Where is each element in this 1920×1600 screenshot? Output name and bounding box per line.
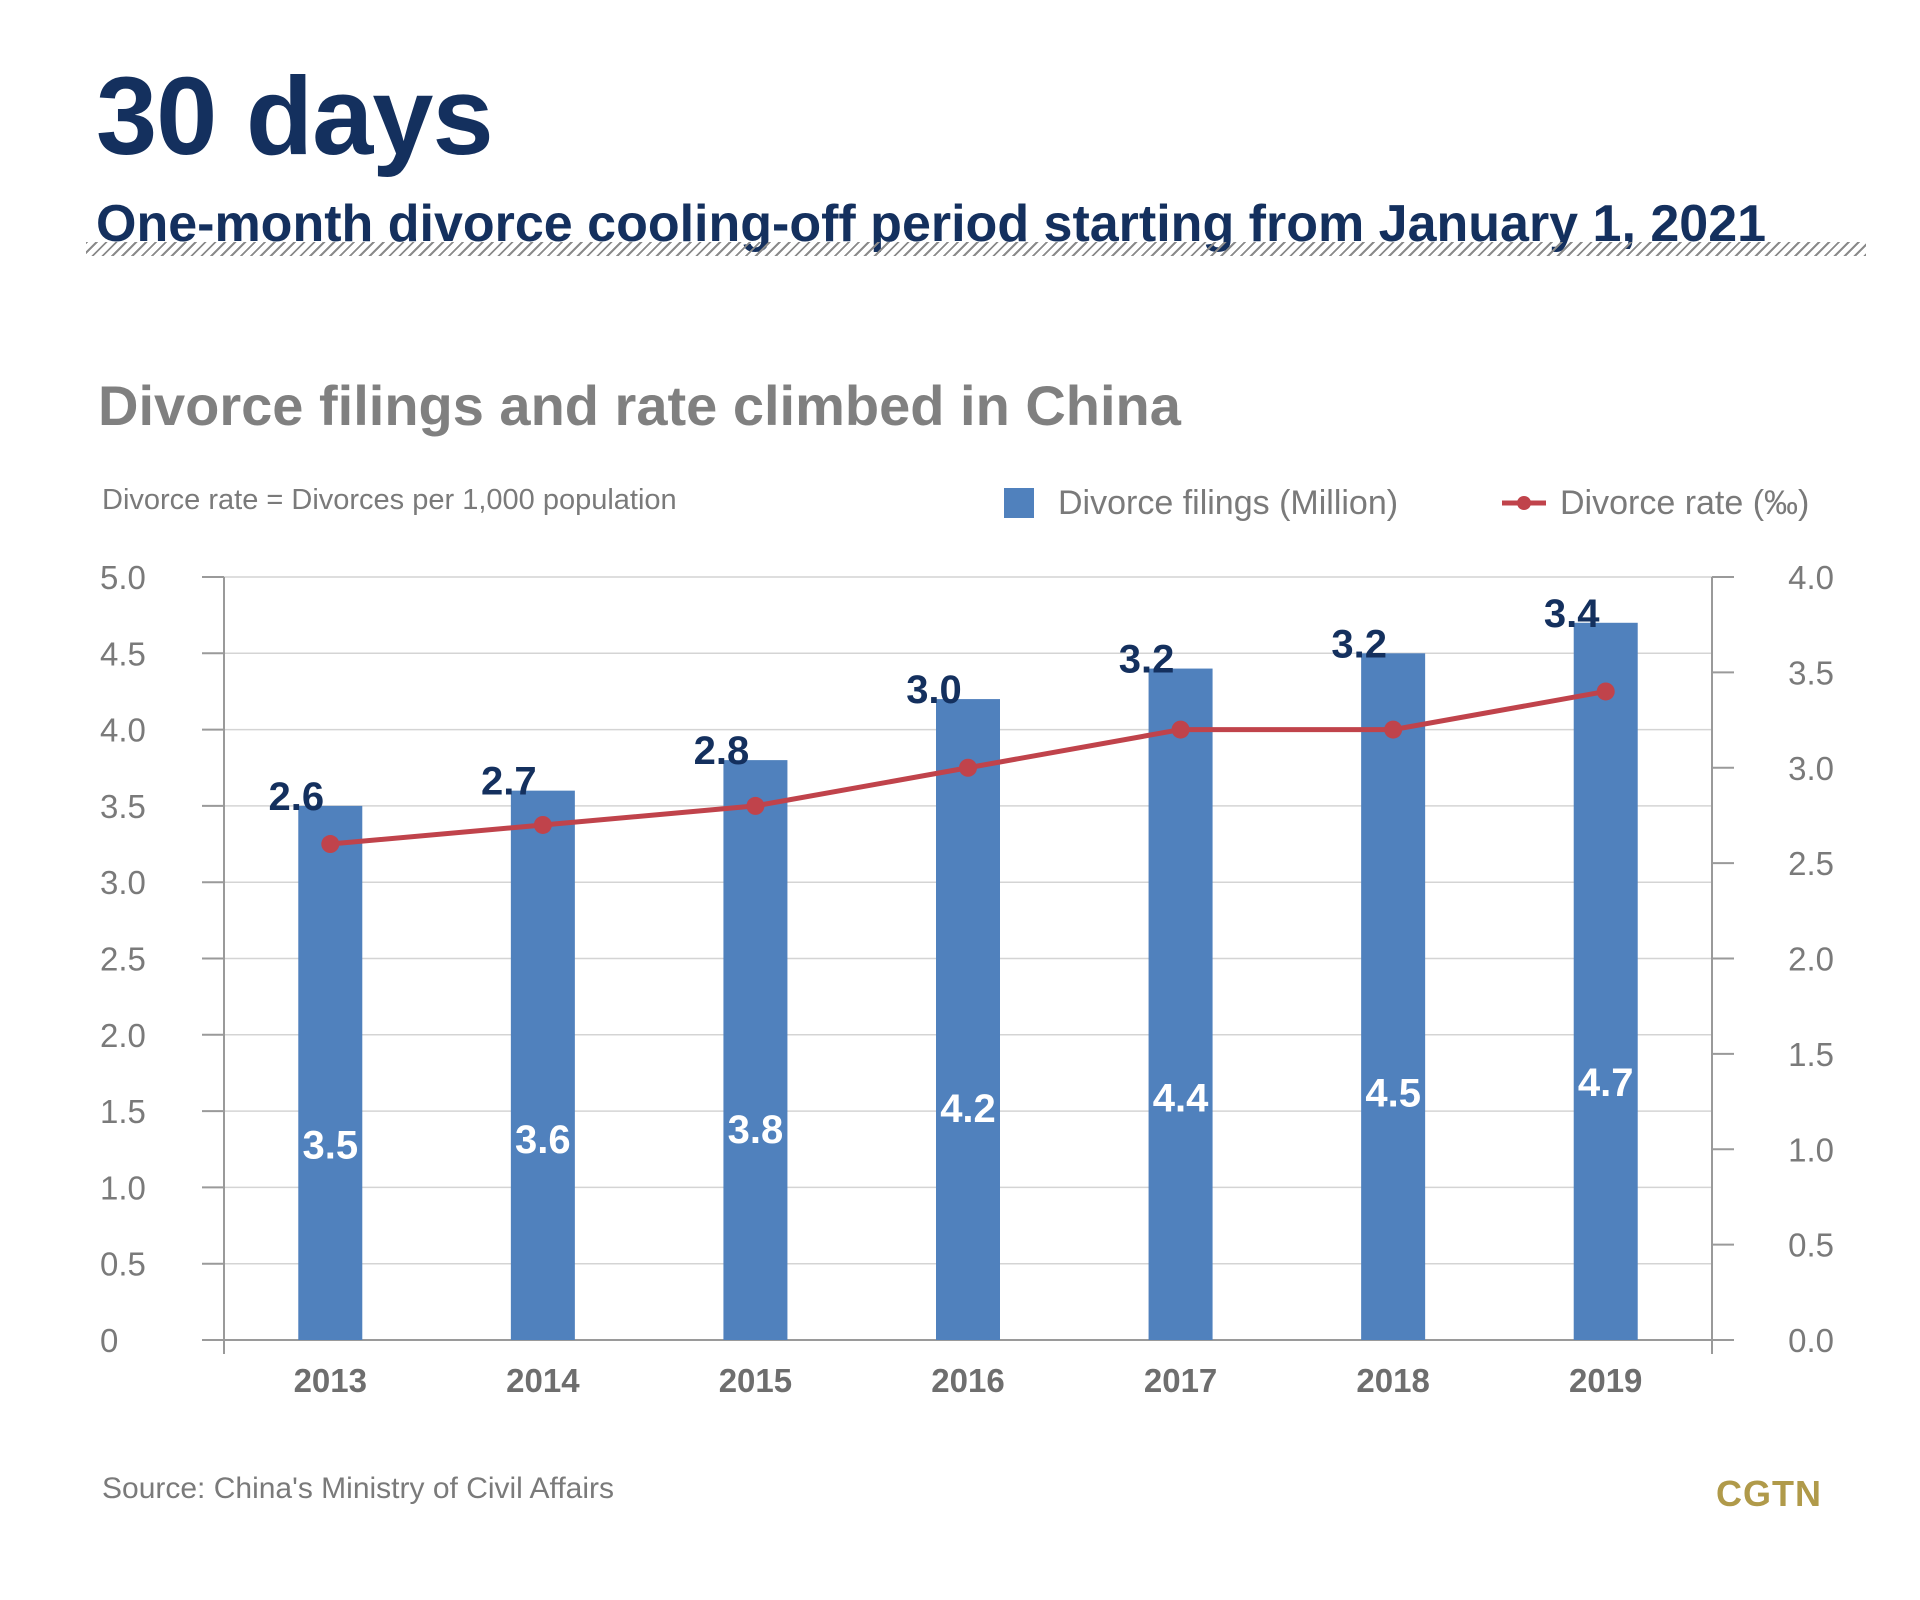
rate-definition-note: Divorce rate = Divorces per 1,000 popula…	[102, 484, 677, 516]
bar-value-label: 3.8	[728, 1108, 784, 1152]
legend-bar-swatch	[1004, 488, 1034, 518]
y-right-tick-label: 3.5	[1788, 654, 1834, 691]
y-left-tick-label: 2.0	[100, 1017, 146, 1054]
y-right-tick-label: 2.5	[1788, 845, 1834, 882]
bar-filings-2014	[510, 790, 575, 1340]
bar-value-label: 4.5	[1365, 1072, 1421, 1116]
y-right-tick-label: 2.0	[1788, 941, 1834, 978]
bar-value-label: 3.5	[302, 1123, 358, 1167]
headline: 30 days	[96, 55, 494, 178]
y-left-tick-label: 5.0	[100, 559, 146, 596]
rate-point-2014	[533, 815, 552, 834]
source-note: Source: China's Ministry of Civil Affair…	[102, 1472, 615, 1505]
y-left-tick-label: 1.0	[100, 1169, 146, 1206]
bar-filings-2016	[936, 699, 1000, 1340]
bar-value-label: 3.6	[515, 1118, 571, 1162]
y-right-tick-label: 1.5	[1788, 1036, 1834, 1073]
chart-title: Divorce filings and rate climbed in Chin…	[98, 374, 1181, 437]
rate-value-label: 2.8	[694, 729, 750, 773]
x-tick-label: 2015	[719, 1362, 792, 1399]
y-right-tick-label: 1.0	[1788, 1131, 1834, 1168]
subheadline: One-month divorce cooling-off period sta…	[96, 195, 1767, 253]
y-left-tick-label: 0.5	[100, 1246, 146, 1283]
hatched-divider	[86, 242, 1866, 256]
x-tick-label: 2019	[1569, 1362, 1642, 1399]
y-left-tick-label: 0	[100, 1322, 118, 1359]
y-left-tick-label: 4.0	[100, 712, 146, 749]
y-right-tick-label: 4.0	[1788, 559, 1834, 596]
rate-value-label: 3.4	[1544, 592, 1600, 636]
bar-value-label: 4.2	[940, 1087, 996, 1131]
rate-point-2018	[1384, 720, 1403, 739]
bar-value-label: 4.4	[1153, 1077, 1209, 1121]
rate-value-label: 3.2	[1119, 638, 1175, 682]
bar-filings-2019	[1573, 622, 1638, 1340]
y-left-tick-label: 3.0	[100, 864, 146, 901]
y-right-tick-label: 0.5	[1788, 1227, 1834, 1264]
y-left-tick-label: 3.5	[100, 788, 146, 825]
x-tick-label: 2017	[1144, 1362, 1217, 1399]
legend-item-rate: Divorce rate (‰)	[1500, 486, 1809, 520]
bar-filings-2013	[298, 805, 363, 1340]
rate-value-label: 3.0	[906, 668, 962, 712]
rate-point-2013	[321, 835, 340, 854]
bar-filings-2018	[1361, 653, 1426, 1340]
legend-label-filings: Divorce filings (Million)	[1058, 484, 1399, 522]
y-left-tick-label: 2.5	[100, 941, 146, 978]
y-right-tick-label: 3.0	[1788, 750, 1834, 787]
x-tick-label: 2018	[1356, 1362, 1429, 1399]
legend-line-swatch	[1502, 496, 1546, 510]
x-tick-label: 2013	[294, 1362, 367, 1399]
bar-value-label: 4.7	[1578, 1061, 1634, 1105]
rate-point-2019	[1596, 682, 1615, 701]
y-left-tick-label: 1.5	[100, 1093, 146, 1130]
bar-filings-2015	[723, 760, 788, 1340]
y-right-tick-label: 0.0	[1788, 1322, 1834, 1359]
y-left-tick-label: 4.5	[100, 635, 146, 672]
rate-value-label: 3.2	[1331, 622, 1387, 666]
legend-item-filings: Divorce filings (Million)	[1004, 486, 1398, 520]
rate-point-2016	[959, 758, 977, 777]
legend-label-rate: Divorce rate (‰)	[1560, 484, 1810, 522]
rate-point-2017	[1171, 720, 1190, 739]
rate-point-2015	[746, 796, 765, 815]
x-tick-label: 2016	[931, 1362, 1004, 1399]
x-tick-label: 2014	[506, 1362, 580, 1399]
rate-value-label: 2.7	[481, 760, 537, 804]
cgtn-logo: CGTN	[1716, 1473, 1822, 1514]
rate-value-label: 2.6	[268, 775, 324, 819]
bar-filings-2017	[1148, 668, 1213, 1340]
